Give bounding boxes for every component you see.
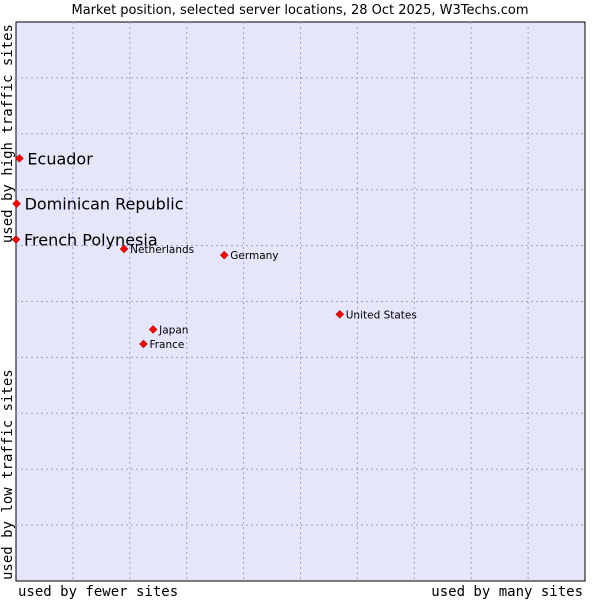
point-marker [219,250,229,260]
point-marker [148,325,158,334]
point-dominican-republic: Dominican Republic [12,195,184,214]
x-axis-label-left: used by fewer sites [18,584,178,600]
y-axis-label-bottom: used by low traffic sites [0,369,16,580]
point-label: Japan [158,324,188,336]
point-france: France [139,339,184,351]
point-label: France [149,339,184,351]
point-japan: Japan [148,324,188,336]
chart-title: Market position, selected server locatio… [71,3,528,18]
data-points: Ecuador Dominican Republic French Polynesi… [11,149,417,351]
point-label: United States [346,309,417,321]
point-french-polynesia: French Polynesia [11,230,158,249]
point-marker [15,154,24,163]
point-label: Germany [230,250,278,262]
point-marker [119,244,129,254]
point-netherlands: Netherlands [119,244,194,256]
x-axis-label-right: used by many sites [431,584,583,600]
point-label: Dominican Republic [25,195,184,214]
point-marker [12,199,21,209]
point-marker [11,235,21,244]
point-label: Ecuador [27,149,93,168]
point-united-states: United States [335,309,417,321]
point-marker [139,339,148,349]
point-label: French Polynesia [24,230,158,249]
grid-lines [16,22,585,581]
point-label: Netherlands [130,244,194,256]
point-marker [335,310,345,319]
point-ecuador: Ecuador [15,149,93,168]
y-axis-label-top: used by high traffic sites [0,24,16,243]
point-germany: Germany [219,250,279,262]
